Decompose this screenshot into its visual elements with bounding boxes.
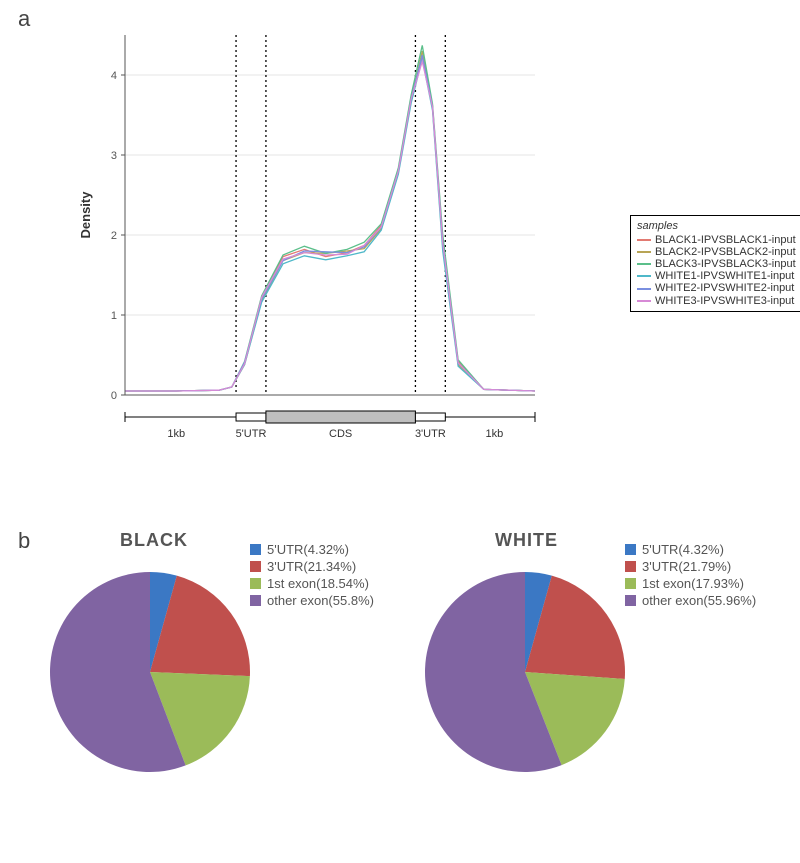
svg-text:1kb: 1kb bbox=[167, 428, 185, 440]
pie-black-svg bbox=[40, 560, 260, 780]
legend-label: BLACK1-IPVSBLACK1-input bbox=[655, 234, 796, 246]
density-legend-title: samples bbox=[637, 220, 796, 232]
svg-text:CDS: CDS bbox=[329, 428, 352, 440]
pie-white-legend: 5'UTR(4.32%) 3'UTR(21.79%) 1st exon(17.93%… bbox=[625, 542, 756, 610]
legend-swatch bbox=[250, 578, 261, 589]
pie-black-legend: 5'UTR(4.32%) 3'UTR(21.34%) 1st exon(18.54%… bbox=[250, 542, 374, 610]
density-chart-svg: 0 1 2 3 4 Density 1kb 5'UTR CDS 3'UTR 1kb bbox=[70, 15, 550, 455]
legend-swatch bbox=[625, 561, 636, 572]
pie-white-svg bbox=[415, 560, 635, 780]
svg-text:1kb: 1kb bbox=[486, 428, 504, 440]
pie-white: WHITE 5'UTR(4.32%) 3'UTR(21.79%) 1st exon(… bbox=[415, 530, 785, 830]
pie-legend-item: 5'UTR(4.32%) bbox=[625, 542, 756, 557]
legend-swatch bbox=[637, 263, 651, 265]
legend-label: 5'UTR(4.32%) bbox=[267, 542, 349, 557]
legend-label: BLACK2-IPVSBLACK2-input bbox=[655, 246, 796, 258]
y-axis-label: Density bbox=[78, 191, 93, 239]
pie-legend-item: 1st exon(17.93%) bbox=[625, 576, 756, 591]
pie-legend-item: 5'UTR(4.32%) bbox=[250, 542, 374, 557]
legend-label: 5'UTR(4.32%) bbox=[642, 542, 724, 557]
svg-text:5'UTR: 5'UTR bbox=[236, 428, 267, 440]
legend-swatch bbox=[625, 544, 636, 555]
pie-legend-item: other exon(55.96%) bbox=[625, 593, 756, 608]
density-legend-item: WHITE2-IPVSWHITE2-input bbox=[637, 282, 796, 294]
pie-legend-item: 3'UTR(21.34%) bbox=[250, 559, 374, 574]
density-chart: 0 1 2 3 4 Density 1kb 5'UTR CDS 3'UTR 1kb bbox=[70, 15, 550, 455]
legend-label: 1st exon(17.93%) bbox=[642, 576, 744, 591]
legend-label: 3'UTR(21.79%) bbox=[642, 559, 731, 574]
legend-label: WHITE1-IPVSWHITE1-input bbox=[655, 270, 794, 282]
svg-text:1: 1 bbox=[111, 310, 117, 322]
legend-swatch bbox=[637, 239, 651, 241]
svg-text:4: 4 bbox=[111, 70, 117, 82]
pie-legend-item: other exon(55.8%) bbox=[250, 593, 374, 608]
density-legend-item: BLACK3-IPVSBLACK3-input bbox=[637, 258, 796, 270]
svg-text:2: 2 bbox=[111, 230, 117, 242]
svg-text:3: 3 bbox=[111, 150, 117, 162]
legend-swatch bbox=[625, 595, 636, 606]
legend-swatch bbox=[250, 595, 261, 606]
legend-label: WHITE3-IPVSWHITE3-input bbox=[655, 295, 794, 307]
legend-label: 1st exon(18.54%) bbox=[267, 576, 369, 591]
density-legend: samples BLACK1-IPVSBLACK1-inputBLACK2-IP… bbox=[630, 215, 800, 312]
panel-label-b: b bbox=[18, 528, 30, 554]
legend-swatch bbox=[637, 288, 651, 290]
legend-swatch bbox=[637, 275, 651, 277]
figure-root: a 0 1 2 3 4 Density 1kb 5'UTR CDS 3'UTR 1kb sample… bbox=[0, 0, 800, 863]
pie-white-title: WHITE bbox=[495, 530, 558, 551]
legend-swatch bbox=[250, 544, 261, 555]
pie-black-title: BLACK bbox=[120, 530, 188, 551]
pie-black: BLACK 5'UTR(4.32%) 3'UTR(21.34%) 1st exon(… bbox=[40, 530, 410, 830]
density-legend-item: WHITE1-IPVSWHITE1-input bbox=[637, 270, 796, 282]
panel-a: 01234Density1kb5'UTRCDS3'UTR1kb samples … bbox=[60, 15, 780, 455]
legend-swatch bbox=[250, 561, 261, 572]
legend-label: 3'UTR(21.34%) bbox=[267, 559, 356, 574]
density-legend-item: BLACK2-IPVSBLACK2-input bbox=[637, 246, 796, 258]
legend-label: WHITE2-IPVSWHITE2-input bbox=[655, 282, 794, 294]
legend-label: other exon(55.8%) bbox=[267, 593, 374, 608]
svg-text:3'UTR: 3'UTR bbox=[415, 428, 446, 440]
legend-label: BLACK3-IPVSBLACK3-input bbox=[655, 258, 796, 270]
pie-legend-item: 3'UTR(21.79%) bbox=[625, 559, 756, 574]
legend-swatch bbox=[625, 578, 636, 589]
pie-legend-item: 1st exon(18.54%) bbox=[250, 576, 374, 591]
density-legend-item: WHITE3-IPVSWHITE3-input bbox=[637, 295, 796, 307]
legend-label: other exon(55.96%) bbox=[642, 593, 756, 608]
panel-label-a: a bbox=[18, 6, 30, 32]
svg-text:0: 0 bbox=[111, 390, 117, 402]
legend-swatch bbox=[637, 300, 651, 302]
panel-b: BLACK 5'UTR(4.32%) 3'UTR(21.34%) 1st exon(… bbox=[30, 530, 790, 850]
legend-swatch bbox=[637, 251, 651, 253]
density-legend-item: BLACK1-IPVSBLACK1-input bbox=[637, 234, 796, 246]
